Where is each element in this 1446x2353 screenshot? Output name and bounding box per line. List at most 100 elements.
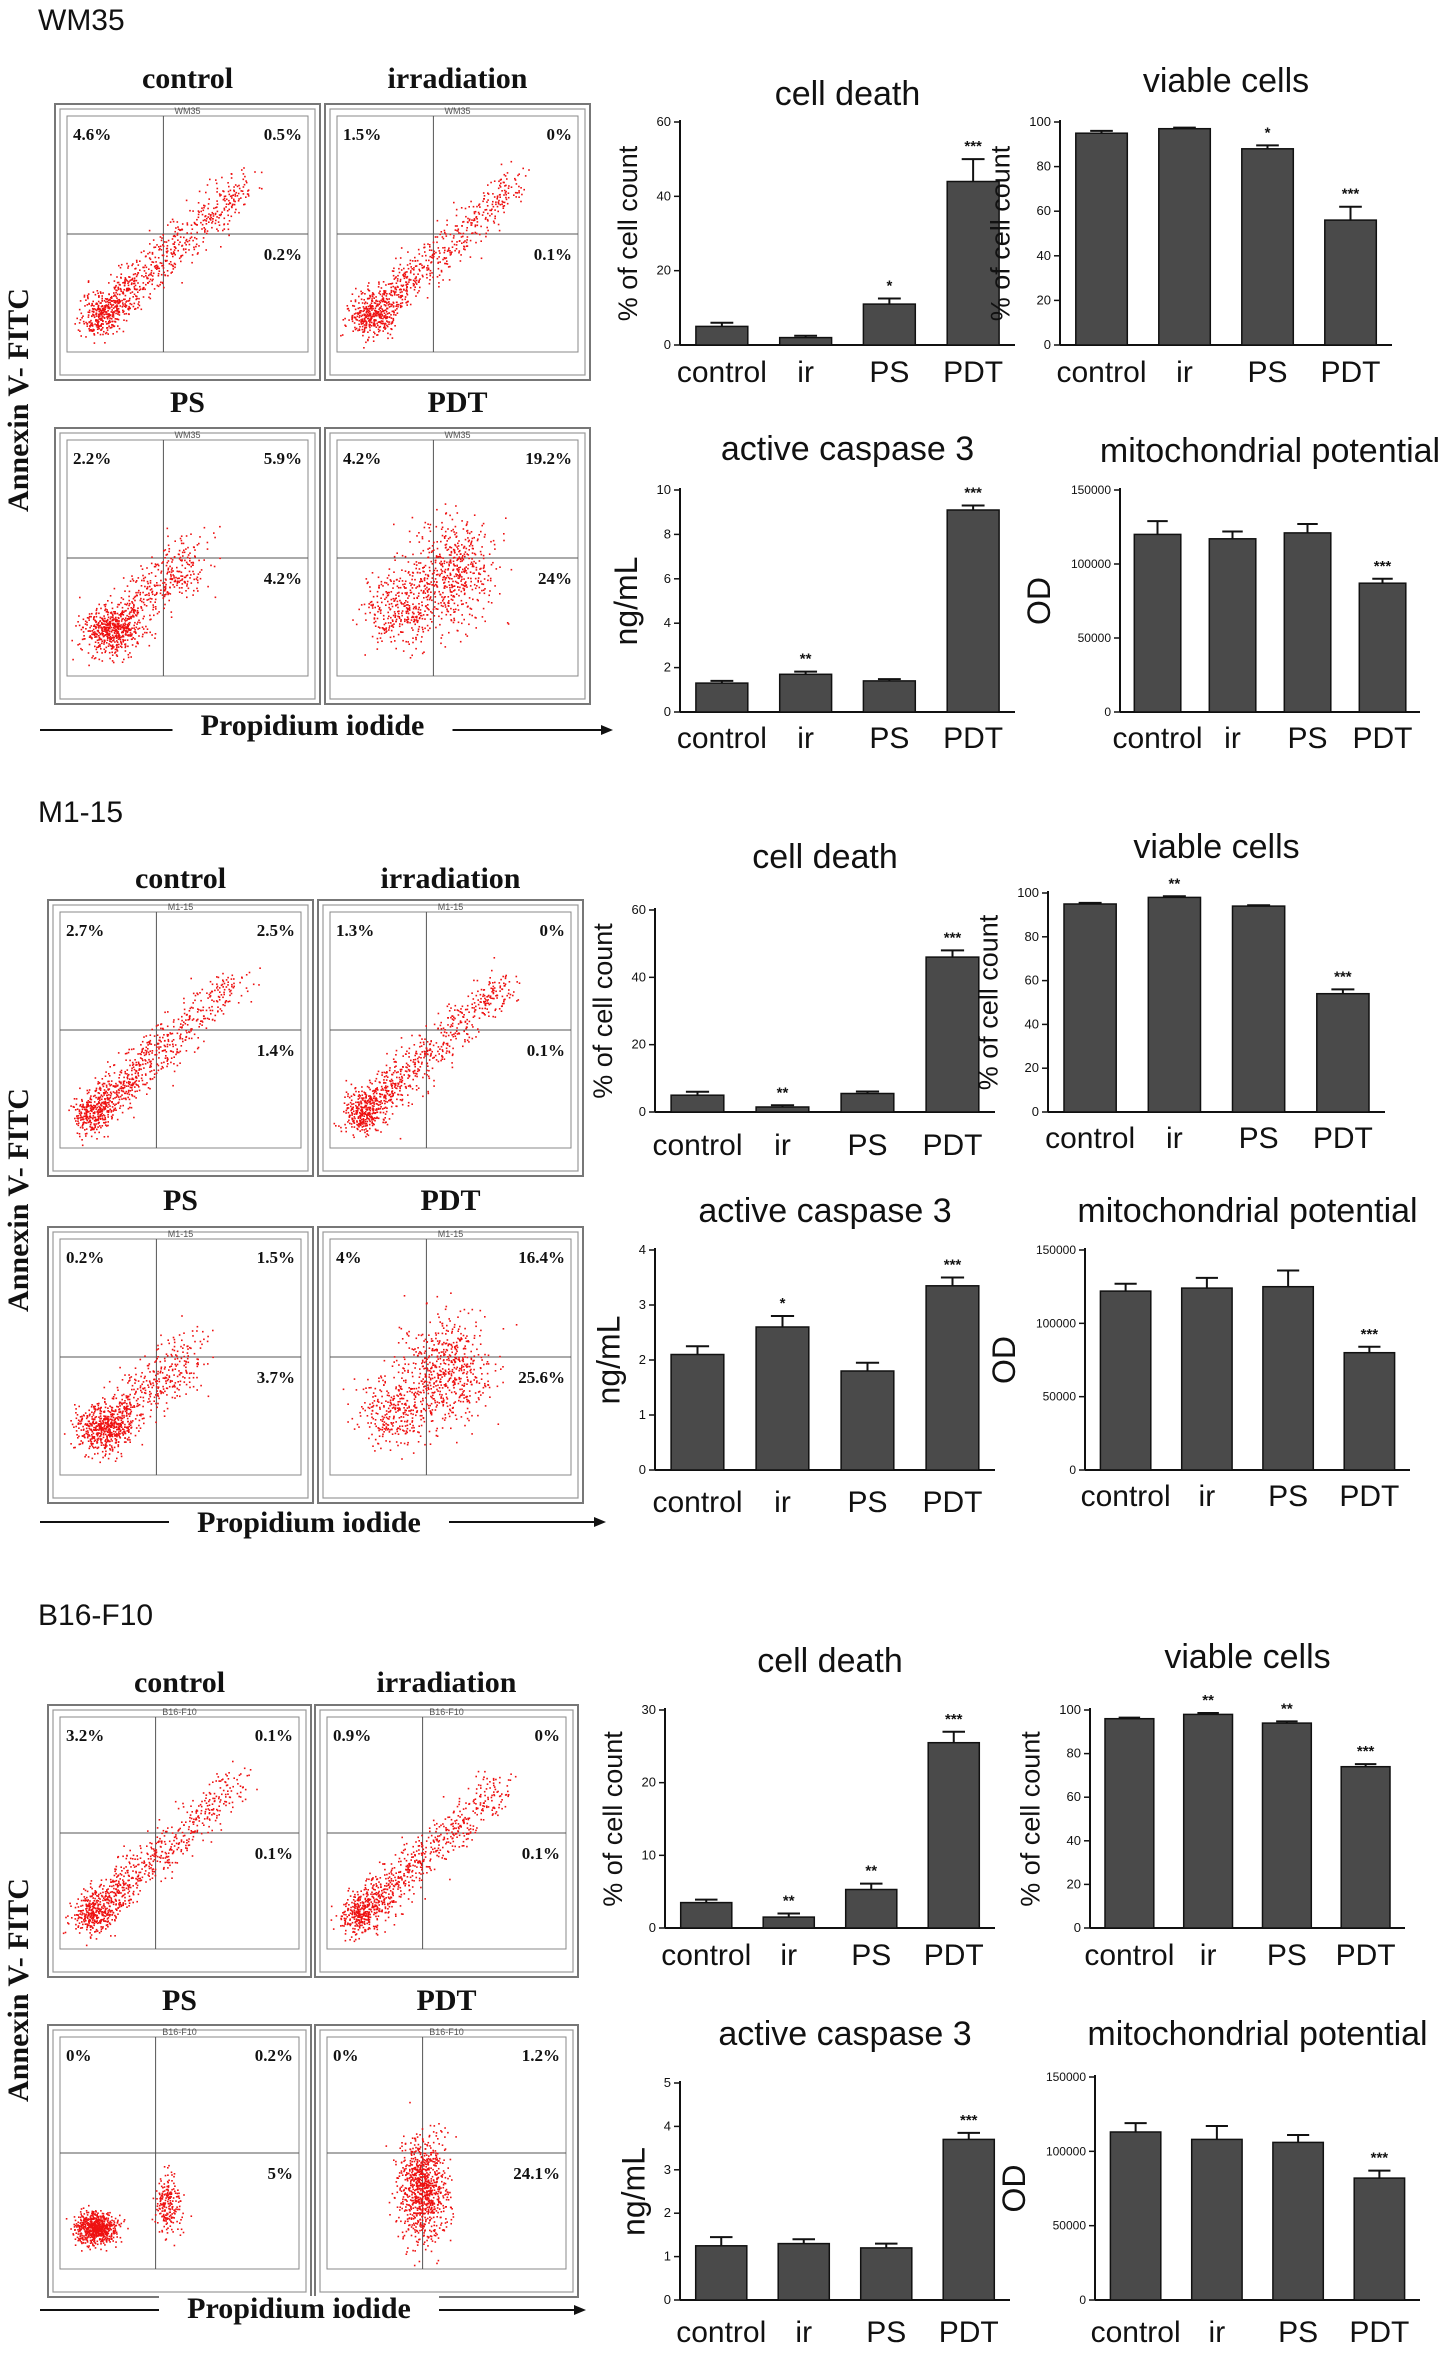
event-dot: [199, 1023, 201, 1025]
event-dot: [360, 298, 363, 301]
event-dot: [247, 195, 250, 197]
event-dot: [166, 1065, 168, 1068]
event-dot: [386, 317, 388, 319]
event-dot: [157, 1024, 159, 1026]
event-dot: [172, 1045, 174, 1048]
event-dot: [235, 191, 238, 194]
event-dot: [428, 244, 431, 246]
event-dot: [81, 1125, 84, 1127]
event-dot: [476, 224, 479, 227]
event-dot: [103, 626, 106, 628]
event-dot: [459, 575, 461, 578]
event-dot: [128, 1048, 130, 1051]
event-dot: [424, 573, 427, 576]
event-dot: [508, 981, 511, 983]
event-dot: [193, 573, 195, 575]
event-dot: [176, 1051, 178, 1054]
event-dot: [105, 1105, 107, 1108]
event-dot: [228, 220, 231, 222]
event-dot: [443, 602, 445, 604]
event-dot: [139, 591, 142, 594]
event-dot: [76, 317, 78, 320]
event-dot: [98, 1082, 101, 1084]
event-dot: [181, 579, 183, 581]
event-dot: [159, 245, 162, 248]
event-dot: [388, 629, 390, 631]
event-dot: [361, 318, 364, 320]
event-dot: [363, 324, 366, 326]
event-dot: [369, 329, 371, 332]
event-dot: [124, 1092, 127, 1095]
event-dot: [121, 630, 124, 633]
event-dot: [172, 1043, 174, 1046]
event-dot: [470, 561, 473, 564]
event-dot: [204, 215, 206, 218]
event-dot: [444, 535, 447, 537]
event-dot: [120, 277, 122, 279]
event-dot: [442, 258, 444, 261]
event-dot: [95, 1108, 97, 1110]
event-dot: [418, 568, 421, 570]
event-dot: [376, 1087, 378, 1089]
event-dot: [95, 1096, 97, 1099]
event-dot: [98, 612, 100, 615]
event-dot: [94, 1116, 97, 1119]
event-dot: [95, 633, 98, 635]
event-dot: [106, 637, 109, 640]
event-dot: [100, 319, 102, 321]
event-dot: [138, 1065, 141, 1067]
event-dot: [446, 250, 449, 252]
event-dot: [397, 274, 399, 277]
event-dot: [113, 288, 116, 290]
event-dot: [416, 621, 419, 624]
event-dot: [381, 313, 383, 316]
event-dot: [103, 1092, 105, 1094]
event-dot: [118, 1089, 120, 1092]
event-dot: [371, 317, 373, 319]
event-dot: [160, 273, 163, 276]
flow-panel-tag: WM35: [444, 106, 470, 116]
event-dot: [463, 593, 466, 596]
event-dot: [388, 627, 391, 629]
event-dot: [127, 607, 129, 610]
event-dot: [220, 1010, 223, 1012]
event-dot: [209, 215, 212, 217]
event-dot: [186, 583, 188, 585]
event-dot: [391, 321, 393, 324]
event-dot: [237, 200, 240, 202]
event-dot: [389, 283, 392, 285]
event-dot: [186, 222, 189, 224]
event-dot: [385, 284, 387, 286]
event-dot: [176, 584, 178, 587]
event-dot: [84, 620, 87, 623]
event-dot: [185, 251, 187, 254]
event-dot: [189, 209, 191, 212]
event-dot: [385, 1110, 388, 1113]
event-dot: [157, 272, 160, 275]
event-dot: [408, 608, 411, 610]
event-dot: [476, 598, 479, 601]
event-dot: [384, 581, 386, 584]
event-dot: [108, 623, 111, 625]
event-dot: [150, 269, 153, 272]
event-dot: [193, 246, 195, 249]
event-dot: [482, 1012, 484, 1014]
event-dot: [169, 565, 171, 568]
event-dot: [440, 617, 443, 620]
event-dot: [374, 319, 377, 321]
event-dot: [358, 302, 360, 304]
significance-marker: *: [886, 278, 892, 295]
y-tick-label: 40: [1037, 248, 1051, 263]
event-dot: [94, 1090, 97, 1092]
event-dot: [372, 323, 375, 325]
y-axis-label: % of cell count: [613, 145, 643, 321]
event-dot: [166, 572, 168, 575]
event-dot: [478, 203, 481, 205]
event-dot: [212, 215, 215, 217]
event-dot: [482, 583, 485, 586]
event-dot: [160, 579, 162, 582]
event-dot: [129, 1102, 132, 1105]
event-dot: [98, 316, 100, 318]
event-dot: [118, 301, 120, 303]
event-dot: [418, 253, 421, 255]
